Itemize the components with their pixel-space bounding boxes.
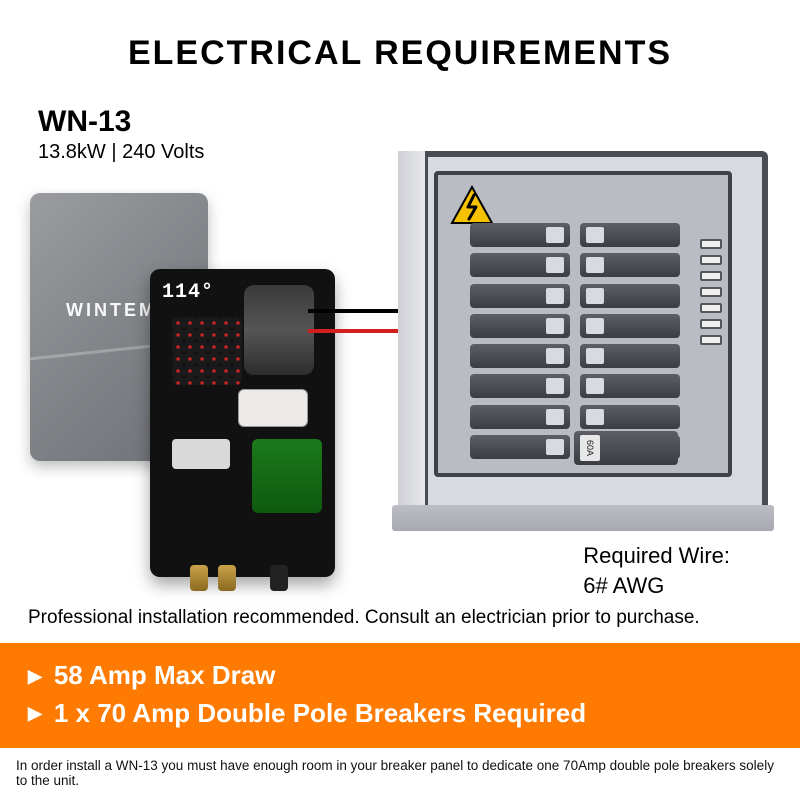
- callout-line-2: ▶ 1 x 70 Amp Double Pole Breakers Requir…: [28, 695, 772, 733]
- callout-line-1: ▶ 58 Amp Max Draw: [28, 657, 772, 695]
- breaker: [580, 253, 680, 277]
- breaker-rows: [470, 185, 680, 459]
- heater-wiring: [172, 317, 242, 385]
- panel-knockout: [700, 287, 722, 297]
- breaker: [470, 284, 570, 308]
- heater-cylinder: [244, 285, 314, 375]
- breaker: [470, 374, 570, 398]
- breaker-panel: 60A: [398, 151, 768, 521]
- required-wire-gauge: 6# AWG: [583, 571, 730, 601]
- target-breaker: 60A: [574, 431, 678, 465]
- breaker: [580, 284, 680, 308]
- panel-knockouts: [700, 239, 722, 345]
- target-breaker-label: 60A: [580, 435, 600, 461]
- diagram-stage: WN-13 13.8kW | 240 Volts WINTEMP 114°: [0, 81, 800, 601]
- breaker: [580, 223, 680, 247]
- heater-port-1: [190, 565, 208, 591]
- breaker: [470, 435, 570, 459]
- bullet-icon: ▶: [28, 700, 42, 726]
- callout-box: ▶ 58 Amp Max Draw ▶ 1 x 70 Amp Double Po…: [0, 643, 800, 748]
- panel-knockout: [700, 319, 722, 329]
- page-title: ELECTRICAL REQUIREMENTS: [0, 0, 800, 81]
- heater-temp-display: 114°: [162, 281, 214, 304]
- breaker: [470, 253, 570, 277]
- panel-knockout: [700, 271, 722, 281]
- breaker: [580, 314, 680, 338]
- model-block: WN-13 13.8kW | 240 Volts: [38, 105, 204, 164]
- heater-port-2: [218, 565, 236, 591]
- panel-knockout: [700, 335, 722, 345]
- bullet-icon: ▶: [28, 663, 42, 689]
- callout-text-1: 58 Amp Max Draw: [54, 657, 276, 695]
- breaker: [470, 344, 570, 368]
- breaker: [470, 223, 570, 247]
- required-wire-label: Required Wire:: [583, 541, 730, 571]
- heater-port-3: [270, 565, 288, 591]
- breaker: [580, 344, 680, 368]
- panel-knockout: [700, 303, 722, 313]
- breaker: [580, 405, 680, 429]
- panel-knockout: [700, 255, 722, 265]
- model-spec: 13.8kW | 240 Volts: [38, 141, 204, 164]
- heater-relay: [238, 389, 308, 427]
- required-wire-block: Required Wire: 6# AWG: [583, 541, 730, 600]
- breaker: [580, 374, 680, 398]
- callout-text-2: 1 x 70 Amp Double Pole Breakers Required: [54, 695, 586, 733]
- panel-door: [398, 151, 428, 521]
- footnote: In order install a WN-13 you must have e…: [0, 748, 800, 788]
- heater-pcb: [252, 439, 322, 513]
- heater-capacitor: [172, 439, 230, 469]
- panel-knockout: [700, 239, 722, 249]
- breaker: [470, 405, 570, 429]
- model-name: WN-13: [38, 105, 204, 139]
- panel-base: [392, 505, 774, 531]
- install-note: Professional installation recommended. C…: [0, 607, 800, 629]
- breaker: [470, 314, 570, 338]
- heater-open-unit: 114°: [150, 269, 335, 577]
